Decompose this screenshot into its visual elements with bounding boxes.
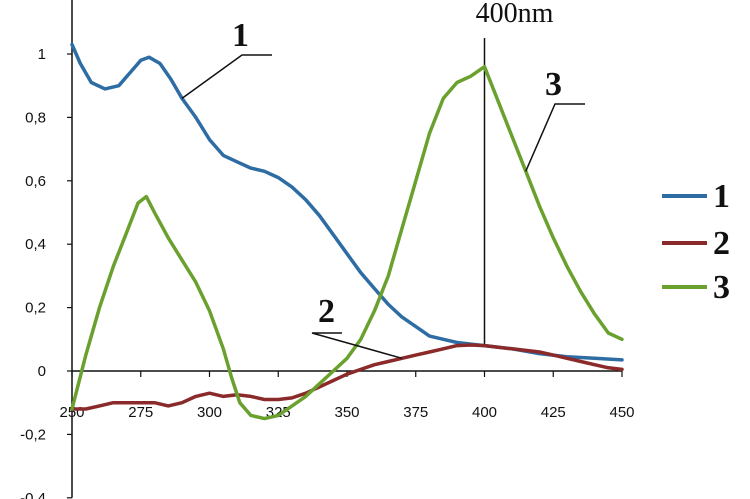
x-tick-label: 450 [609, 404, 634, 421]
callout-leader-1 [181, 54, 272, 99]
axes [71, 0, 622, 498]
x-tick-label: 300 [197, 404, 222, 421]
y-tick-label: 0,4 [25, 236, 46, 253]
y-tick-label: 1 [38, 46, 46, 63]
x-tick-label: 425 [541, 404, 566, 421]
legend-label-1: 1 [713, 178, 730, 215]
x-tick-label: 375 [403, 404, 428, 421]
y-tick-label: 0,8 [25, 109, 46, 126]
legend-label-2: 2 [713, 225, 730, 262]
y-tick-label: 0,2 [25, 300, 46, 317]
wavelength-marker-label: 400nm [476, 0, 554, 29]
y-tick-label: 0,6 [25, 173, 46, 190]
x-tick-label: 350 [334, 404, 359, 421]
x-axis-ticks: 250 275 300 325 350 375 400 425 450 [59, 371, 635, 421]
callout-leader-2 [311, 332, 403, 360]
legend-item-1: 1 [662, 178, 730, 215]
y-tick-label: 0 [38, 363, 46, 380]
callout-label-3: 3 [545, 66, 562, 103]
callout-leader-3 [525, 103, 585, 172]
legend-item-2: 2 [662, 225, 730, 262]
y-tick-label: -0,2 [20, 426, 46, 443]
x-tick-label: 400 [472, 404, 497, 421]
callout-label-2: 2 [318, 293, 335, 330]
legend-item-3: 3 [662, 269, 730, 306]
curve-callouts: 1 2 3 [181, 17, 585, 360]
series-lines [70, 42, 624, 421]
y-axis-ticks: -0,4-0,200,20,40,60,811,2 [20, 46, 72, 499]
legend-label-3: 3 [713, 269, 730, 306]
series-line-3 [70, 64, 624, 421]
series-line-2 [70, 343, 624, 411]
callout-label-1: 1 [232, 17, 249, 54]
x-tick-label: 275 [128, 404, 153, 421]
wavelength-annotation: 400nm [476, 0, 554, 346]
legend: 1 2 3 [662, 178, 730, 306]
y-tick-label: -0,4 [20, 490, 46, 499]
